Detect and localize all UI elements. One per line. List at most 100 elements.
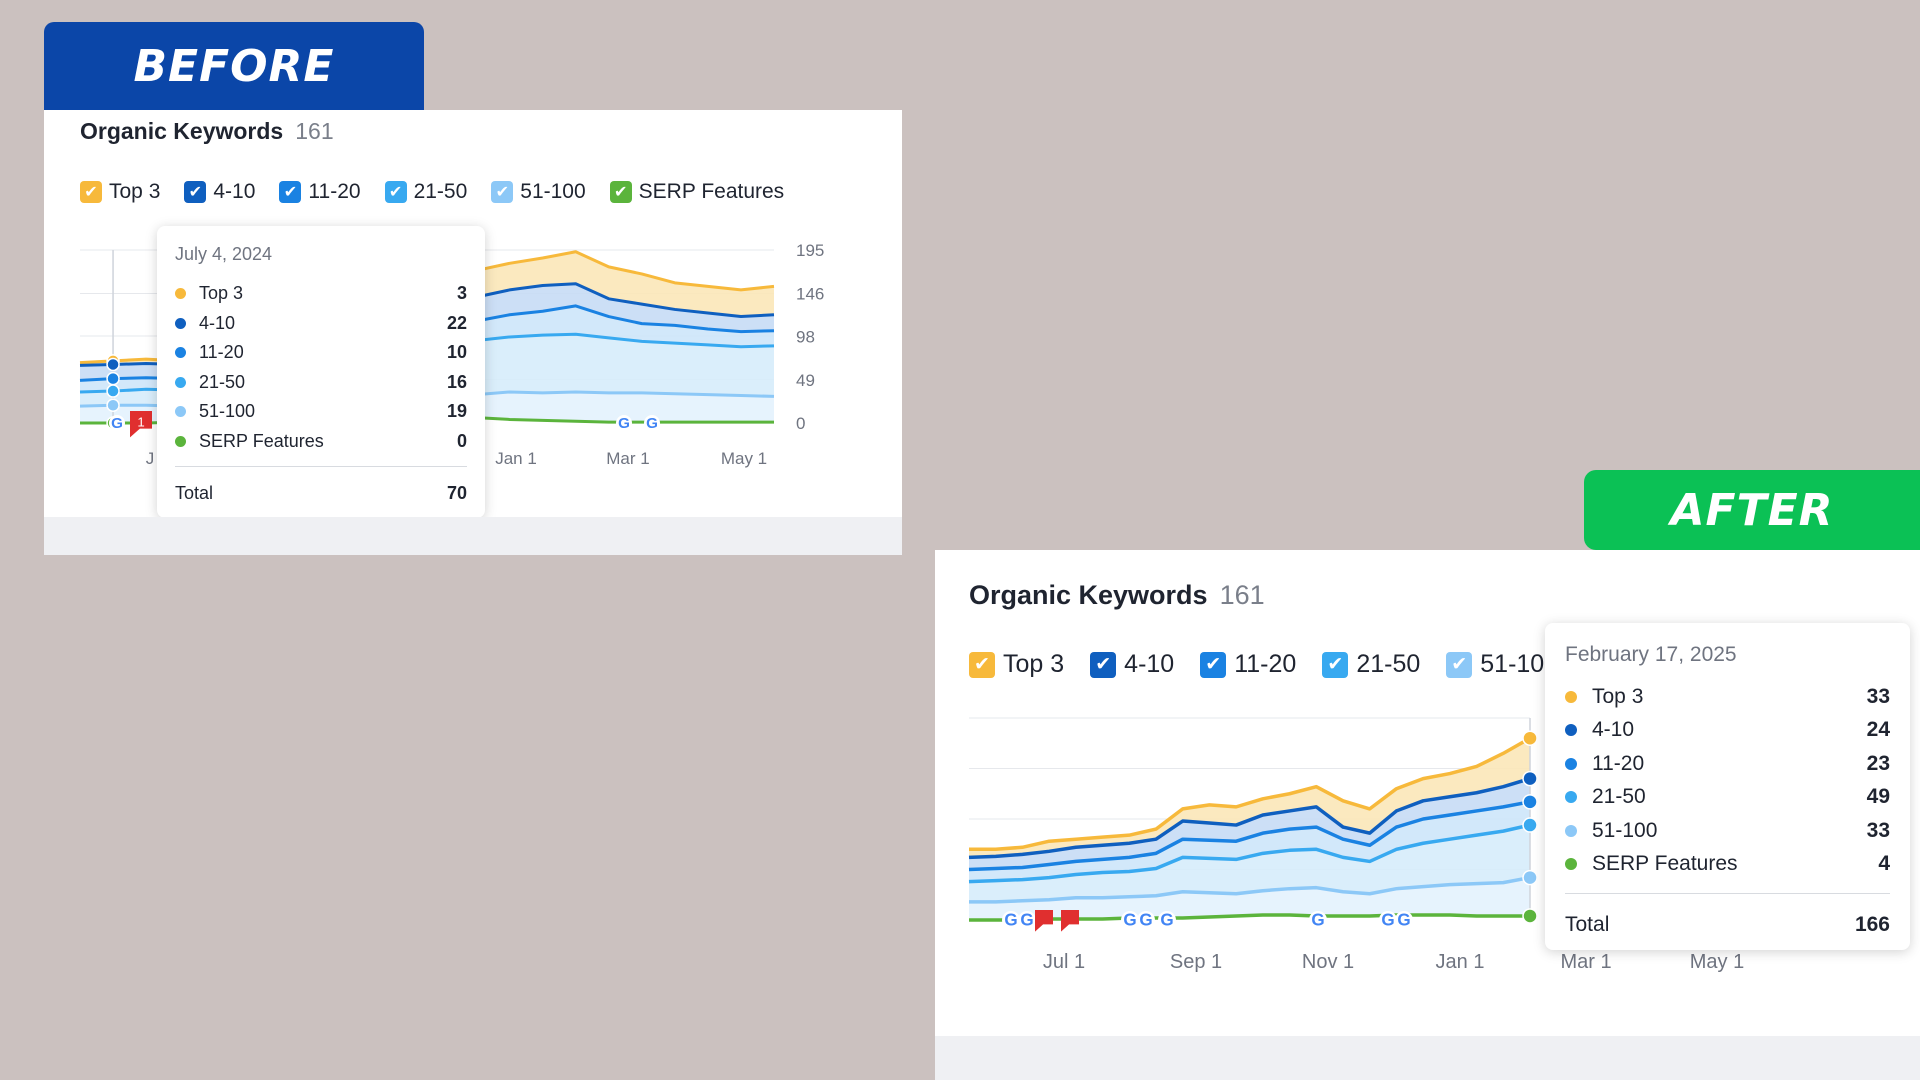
google-update-icon[interactable]: G [644,415,660,432]
card-title: Organic Keywords 161 [80,118,334,145]
series-line[interactable] [968,823,1531,884]
tooltip-row-label: 4-10 [199,312,236,333]
tooltip-row: SERP Features 4 [1565,848,1890,882]
legend: ✔ Top 3 ✔ 4-10 ✔ 11-20 ✔ 21-50 ✔ 51-100 [969,650,1558,679]
google-update-icon[interactable]: G [1137,911,1155,930]
svg-text:G: G [1020,911,1033,930]
checkbox-checked-icon[interactable]: ✔ [609,181,632,203]
series-area [80,251,774,366]
svg-text:G: G [1123,911,1136,930]
series-line[interactable] [968,800,1531,872]
tooltip-row-value: 3 [456,283,467,304]
legend-item[interactable]: ✔ 21-50 [384,180,467,204]
google-update-icon[interactable]: G [1395,911,1413,930]
series-dot-icon [1565,824,1577,837]
legend-item[interactable]: ✔ 4-10 [1090,650,1174,679]
tooltip-row: Top 3 3 [175,279,467,309]
x-tick-label: Mar 1 [606,449,649,468]
tooltip-row: 21-50 49 [1565,781,1890,815]
y-tick-label: 98 [796,328,815,347]
svg-text:G: G [1139,911,1152,930]
tooltip-row-label: 21-50 [199,371,246,392]
legend-item[interactable]: ✔ 21-50 [1322,650,1420,679]
google-update-icon[interactable]: G [1002,911,1020,930]
legend-item[interactable]: ✔ Top 3 [80,180,160,204]
after-panel: Organic Keywords 161 ✔ Top 3 ✔ 4-10 ✔ 11-20 ✔ 2… [935,550,1920,1080]
checkbox-checked-icon[interactable]: ✔ [1200,651,1227,678]
series-area [969,825,1530,902]
note-flag-icon[interactable]: 1 [130,411,152,438]
legend-label: 4-10 [1124,650,1175,678]
legend-item[interactable]: ✔ 51-100 [491,180,586,204]
checkbox-checked-icon[interactable]: ✔ [279,181,302,203]
tooltip-row: 4-10 24 [1565,714,1890,748]
google-update-icon[interactable]: G [616,415,632,432]
y-tick-label: 195 [796,241,824,260]
series-line[interactable] [968,776,1531,860]
legend-item[interactable]: ✔ SERP Features [609,180,784,204]
organic-keywords-chart[interactable]: Jul 1 Sep 1 Nov 1 Jan 1 Mar 1 May 1G G G G G G G G [935,550,1920,1080]
legend-label: 51-100 [520,180,586,203]
checkbox-checked-icon[interactable]: ✔ [1446,651,1473,678]
card-title-text: Organic Keywords [80,118,284,144]
tooltip-date: July 4, 2024 [175,244,273,264]
tooltip-row: 4-10 22 [175,309,467,339]
tooltip-row-value: 49 [1866,785,1890,809]
tooltip-row: 11-20 23 [1565,747,1890,781]
x-tick-label: Sep 1 [1170,951,1222,973]
series-dot-icon [175,376,186,388]
svg-text:G: G [1311,911,1324,930]
checkbox-checked-icon[interactable]: ✔ [969,651,995,678]
hover-point [106,398,120,413]
tooltip-row-label: SERP Features [199,430,324,451]
tooltip-total-value: 166 [1854,912,1890,936]
tooltip-row: 21-50 16 [175,368,467,398]
hover-point [106,371,120,386]
tooltip-row: 51-100 33 [1565,814,1890,848]
hover-point [1522,794,1538,810]
legend-item[interactable]: ✔ 11-20 [1200,650,1296,679]
checkbox-checked-icon[interactable]: ✔ [184,181,207,203]
tooltip-divider [175,466,467,467]
google-update-icon[interactable]: G [1379,911,1397,930]
google-update-icon[interactable]: G [1158,911,1176,930]
checkbox-checked-icon[interactable]: ✔ [491,181,514,203]
tooltip-row-label: 21-50 [1592,785,1646,809]
card-title: Organic Keywords 161 [969,580,1265,611]
note-flag-icon[interactable] [1061,910,1079,932]
svg-text:G: G [1160,911,1173,930]
series-dot-icon [1565,791,1577,804]
series-dot-icon [175,406,186,418]
note-flag-icon[interactable] [1035,910,1053,932]
keyword-count: 161 [295,118,334,144]
checkbox-checked-icon[interactable]: ✔ [80,181,102,203]
series-line[interactable] [969,736,1531,852]
hover-point [1522,817,1538,833]
card-title-text: Organic Keywords [969,580,1208,610]
checkbox-checked-icon[interactable]: ✔ [384,181,407,203]
tooltip-row: Top 3 33 [1565,680,1890,714]
tooltip-row-label: 11-20 [199,342,244,363]
legend-item[interactable]: ✔ Top 3 [969,650,1064,679]
tooltip-row: SERP Features 0 [175,427,467,457]
x-tick-label: Nov 1 [1302,951,1354,973]
google-update-icon[interactable]: G [1018,911,1036,930]
x-tick-label: Jul 1 [1043,951,1085,973]
series-dot-icon [1565,690,1577,703]
legend-item[interactable]: ✔ 11-20 [279,180,361,204]
google-update-icon[interactable]: G [109,415,125,432]
google-update-icon[interactable]: G [1309,911,1327,930]
checkbox-checked-icon[interactable]: ✔ [1090,651,1117,678]
chart-tooltip: February 17, 2025 Top 3 33 4-10 24 11-20 23 21… [1545,623,1910,950]
hover-point [106,357,120,372]
google-update-icon[interactable]: G [1121,911,1139,930]
y-tick-label: 146 [796,284,824,303]
keyword-count: 161 [1219,580,1265,610]
series-line[interactable] [969,875,1531,904]
tooltip-row-value: 24 [1866,718,1890,742]
checkbox-checked-icon[interactable]: ✔ [1322,651,1349,678]
hover-point [1522,908,1538,924]
tooltip-row-value: 22 [446,312,467,333]
legend-item[interactable]: ✔ 4-10 [184,180,255,204]
x-tick-label: May 1 [1690,951,1744,973]
